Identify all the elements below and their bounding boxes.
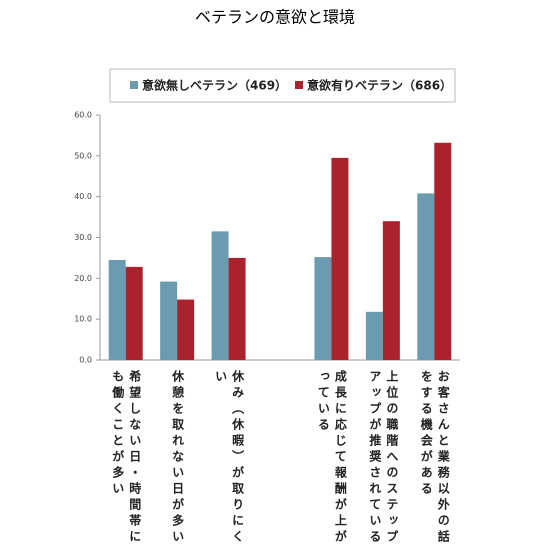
x-tick-label: 休み（休暇）が取りにくい [213, 370, 245, 546]
y-tick-label: 40.0 [74, 192, 92, 201]
bar [125, 266, 143, 360]
legend-swatch [130, 81, 138, 89]
legend-box [109, 68, 456, 103]
y-tick-label: 10.0 [74, 315, 92, 324]
legend-label: 意欲有りベテラン（686） [307, 78, 452, 93]
y-tick-label: 30.0 [74, 233, 92, 242]
bar [382, 221, 400, 360]
y-tick-label: 50.0 [74, 151, 92, 160]
x-tick-label: 希望しない日・時間帯にも働くことが多い [110, 370, 142, 546]
bar [228, 257, 246, 360]
legend-label: 意欲無しベテラン（469） [142, 78, 287, 93]
x-tick-label: 成長に応じて報酬が上がっている [316, 370, 348, 546]
bar [434, 142, 452, 360]
bar [331, 157, 349, 360]
y-tick-label: 0.0 [79, 356, 92, 365]
legend-swatch [295, 81, 303, 89]
bar [177, 299, 195, 360]
y-tick-label: 60.0 [74, 111, 92, 120]
x-tick-label: 上位の職階へのステップアップが推奨されている [367, 370, 399, 546]
x-tick-label: お客さんと業務以外の話をする機会がある [419, 370, 451, 546]
x-tick-label: 休憩を取れない日が多い [170, 370, 185, 546]
bar [211, 231, 229, 360]
chart-title: ベテランの意欲と環境 [195, 8, 355, 27]
bar [417, 193, 435, 360]
bar [314, 257, 332, 360]
bar [108, 259, 126, 360]
bar [365, 311, 383, 360]
y-tick-label: 20.0 [74, 274, 92, 283]
bar [160, 281, 178, 360]
